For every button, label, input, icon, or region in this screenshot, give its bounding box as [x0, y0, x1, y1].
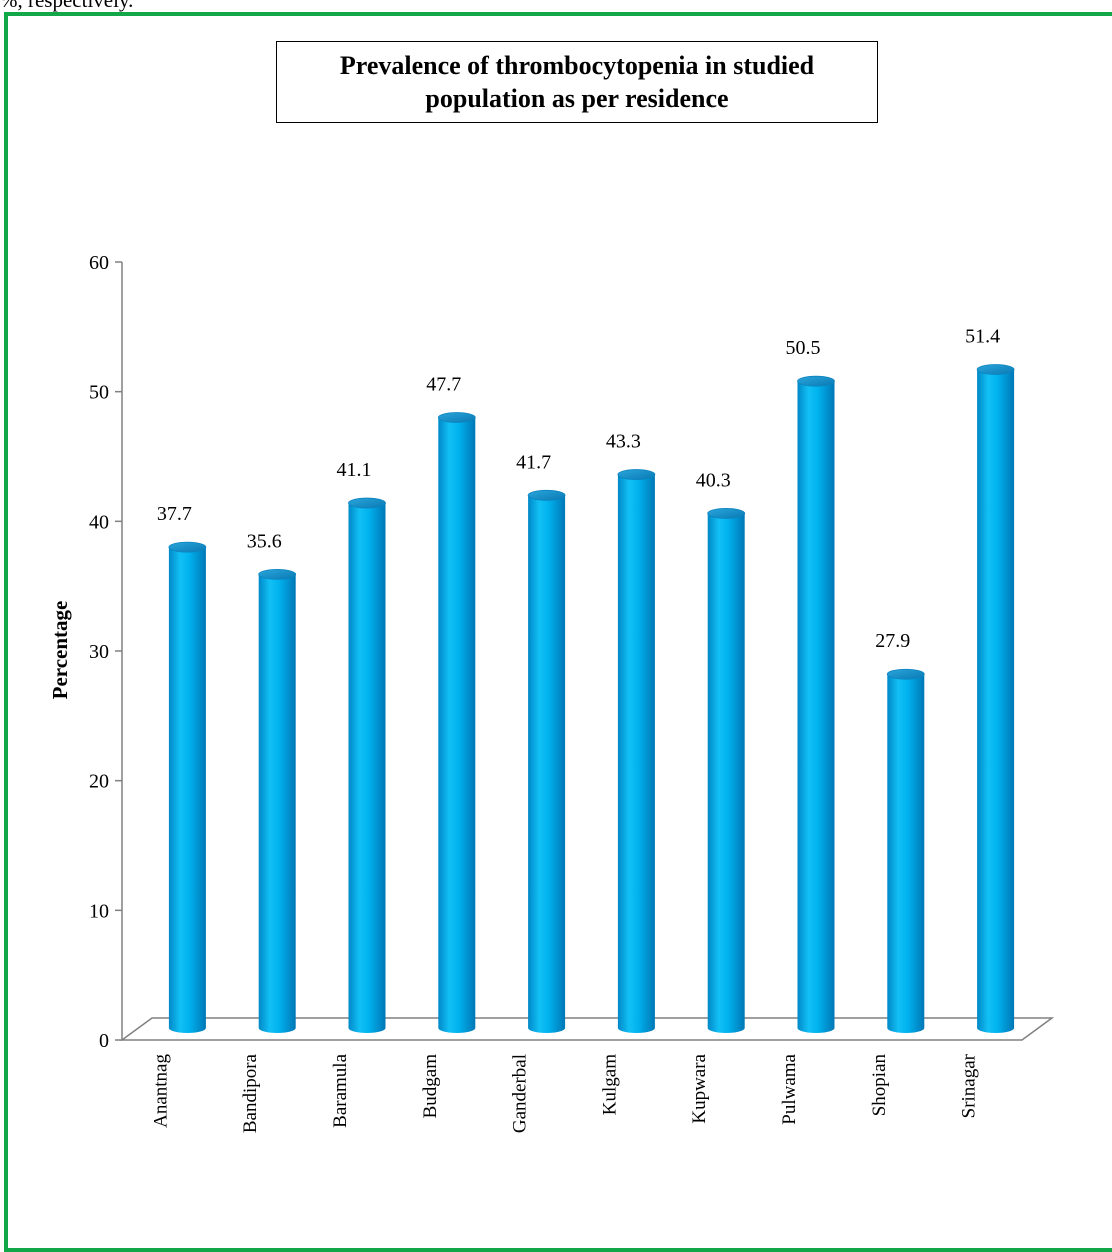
bar-anantnag: 37.7 [157, 503, 207, 1033]
chart-title: Prevalence of thrombocytopenia in studie… [339, 51, 815, 113]
bar-shopian: 27.9 [875, 630, 925, 1033]
x-tick-label: Bandipora [240, 1053, 261, 1133]
bar-pulwama: 50.5 [786, 337, 835, 1033]
bar-top [348, 497, 386, 509]
bar-top [258, 568, 297, 580]
data-label: 41.7 [516, 451, 551, 473]
bar-ganderbal: 41.7 [516, 451, 566, 1033]
data-label: 51.4 [965, 326, 1000, 348]
y-tick-label: 0 [99, 1030, 109, 1052]
bar-top [707, 508, 746, 519]
data-label: 41.1 [337, 459, 372, 481]
preceding-text: %, respectively. [0, 0, 134, 12]
bar-body [887, 674, 925, 1033]
bar-body [168, 547, 206, 1033]
bar-body [617, 474, 655, 1033]
bar-budgam: 47.7 [426, 373, 476, 1033]
data-label: 47.7 [426, 373, 461, 395]
bar-top [797, 375, 835, 387]
data-label: 37.7 [157, 503, 192, 525]
y-tick-label: 10 [89, 900, 109, 922]
y-tick-label: 50 [89, 382, 109, 404]
data-label: 27.9 [875, 630, 910, 652]
bar-body [707, 513, 745, 1033]
data-label: 43.3 [606, 431, 641, 453]
bar-top [886, 668, 925, 680]
bar-top [168, 541, 207, 553]
bar-kupwara: 40.3 [696, 469, 746, 1033]
bar-top [527, 489, 566, 501]
bar-top [437, 412, 476, 423]
bar-baramula: 41.1 [337, 459, 386, 1033]
x-tick-label: Baramula [330, 1053, 351, 1127]
x-tick-label: Pulwama [779, 1053, 800, 1124]
data-label: 40.3 [696, 469, 731, 491]
x-tick-label: Budgam [420, 1054, 441, 1119]
x-tick-label: Kupwara [689, 1053, 710, 1123]
x-tick-label: Shopian [869, 1054, 890, 1117]
x-tick-label: Kulgam [599, 1054, 620, 1115]
data-label: 35.6 [247, 530, 282, 552]
floor-plane [119, 1017, 1055, 1041]
bar-body [258, 574, 296, 1033]
bar-top [976, 364, 1015, 375]
bar-bandipora: 35.6 [247, 530, 297, 1033]
y-axis: 0 10 20 30 40 50 60 [89, 252, 123, 1052]
bar-body [348, 503, 386, 1033]
bar-kulgam: 43.3 [606, 431, 656, 1033]
y-tick-label: 40 [89, 511, 109, 533]
y-tick-label: 20 [89, 771, 109, 793]
x-tick-label: Anantnag [150, 1054, 171, 1128]
y-tick-label: 60 [89, 252, 109, 274]
y-axis-label: Percentage [48, 601, 72, 700]
x-tick-label: Srinagar [959, 1053, 980, 1118]
bar-body [438, 417, 476, 1033]
bar-body [528, 495, 566, 1033]
x-axis-labels: Anantnag Bandipora Baramula Budgam Ganderbal… [150, 1053, 979, 1133]
bars: 37.7 35.6 41.1 47.7 41.7 43.3 40.3 50.5 27.9 51.4 [157, 326, 1015, 1034]
x-tick-label: Ganderbal [510, 1054, 531, 1133]
chart-floor [119, 1017, 1055, 1041]
bar-srinagar: 51.4 [965, 326, 1015, 1034]
chart-title-box: Prevalence of thrombocytopenia in studie… [276, 41, 878, 123]
data-label: 50.5 [786, 337, 821, 359]
y-tick-label: 30 [89, 641, 109, 663]
bar-body [797, 381, 835, 1033]
bar-body [977, 369, 1015, 1034]
bar-top [617, 469, 656, 480]
